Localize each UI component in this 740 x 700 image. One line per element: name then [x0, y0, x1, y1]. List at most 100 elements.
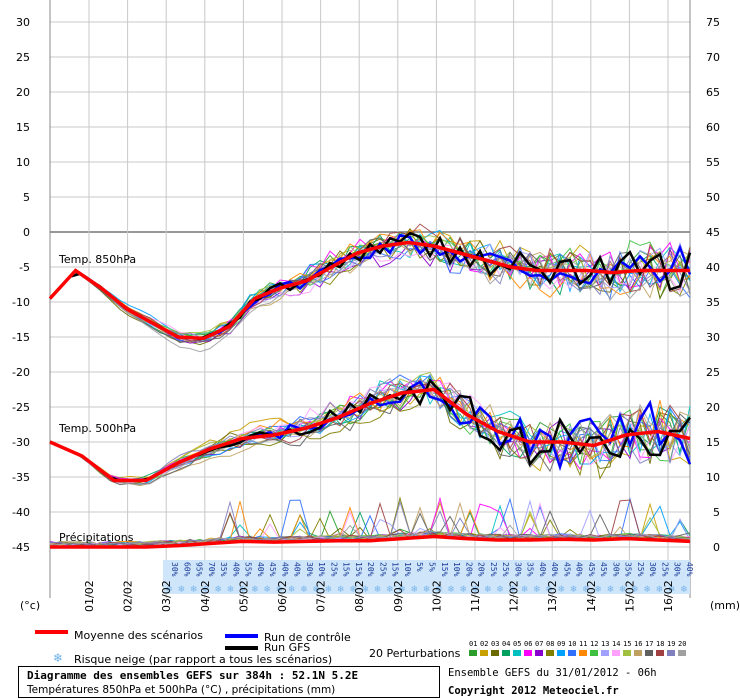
right-tick-label: 5	[713, 506, 720, 519]
right-tick-label: 75	[706, 16, 720, 29]
annotation-t500: Temp. 500hPa	[58, 422, 136, 435]
left-tick-label: -45	[12, 541, 30, 554]
snow-risk-pct: 40%	[293, 562, 302, 577]
annotation-precip: Précipitations	[59, 531, 134, 544]
left-tick-label: 10	[16, 156, 30, 169]
perturbation-swatch	[590, 650, 598, 656]
x-date-label: 03/02	[160, 580, 173, 612]
right-tick-label: 45	[706, 226, 720, 239]
snow-risk-pct: 30%	[513, 562, 522, 577]
chart-title: Diagramme des ensembles GEFS sur 384h : …	[27, 669, 359, 682]
left-tick-label: 30	[16, 16, 30, 29]
x-date-label: 07/02	[315, 580, 328, 612]
snowflake-icon: ❄	[594, 585, 602, 595]
perturbation-swatch	[469, 650, 477, 656]
snowflake-icon: ❄	[656, 585, 664, 595]
left-tick-label: 5	[23, 191, 30, 204]
snow-risk-pct: 15%	[342, 562, 351, 577]
snowflake-icon: ❄	[386, 585, 394, 595]
snowflake-icon: ❄	[214, 585, 222, 595]
perturbation-swatch	[535, 650, 543, 656]
snowflake-icon: ❄	[190, 585, 198, 595]
main-series	[48, 231, 692, 549]
x-date-label: 09/02	[392, 580, 405, 612]
snow-risk-pct: 20%	[464, 562, 473, 577]
left-axis: 30 25 20 15 10 5 0 -5 -10 -15 -20 -25 -30 -35 -40 -45	[12, 16, 30, 554]
snowflake-icon: ❄	[423, 585, 431, 595]
perturbation-swatch	[634, 650, 642, 656]
snow-risk-pct: 25%	[489, 562, 498, 577]
left-tick-label: -15	[12, 331, 30, 344]
right-tick-label: 60	[706, 121, 720, 134]
perturbation-swatch	[557, 650, 565, 656]
snowflake-icon: ❄	[263, 585, 271, 595]
x-date-label: 14/02	[585, 580, 598, 612]
snow-risk-pct: 40%	[231, 562, 240, 577]
left-tick-label: -40	[12, 506, 30, 519]
snowflake-icon: ❄	[374, 585, 382, 595]
snowflake-icon: ❄	[398, 585, 406, 595]
snow-risk-pct: 10%	[403, 562, 412, 577]
snowflake-icon: ❄	[643, 585, 651, 595]
snow-risk-pct: 95%	[195, 562, 204, 577]
right-unit-label: (mm)	[710, 599, 740, 612]
left-tick-label: 0	[23, 226, 30, 239]
snow-risk-pct: 45%	[599, 562, 608, 577]
right-tick-label: 20	[706, 401, 720, 414]
snow-risk-pct: 30%	[611, 562, 620, 577]
perturbation-number: 16	[634, 640, 643, 648]
x-date-label: 02/02	[122, 580, 135, 612]
snowflake-icon: ❄	[582, 585, 590, 595]
snowflake-icon: ❄	[447, 585, 455, 595]
right-tick-label: 55	[706, 156, 720, 169]
left-unit-label: (°c)	[20, 599, 40, 612]
x-date-label: 16/02	[662, 580, 675, 612]
right-tick-label: 25	[706, 366, 720, 379]
snowflake-icon: ❄	[680, 585, 688, 595]
snowflake-icon: ❄	[521, 585, 529, 595]
perturbation-number: 20	[678, 640, 687, 648]
right-tick-label: 50	[706, 191, 720, 204]
mean-t850-line	[48, 240, 690, 341]
snowflake-icon: ❄	[558, 585, 566, 595]
perturbation-number: 13	[601, 640, 610, 648]
snowflake-icon: ❄	[312, 585, 320, 595]
x-date-label: 08/02	[353, 580, 366, 612]
annotation-t850: Temp. 850hPa	[58, 253, 136, 266]
right-tick-label: 65	[706, 86, 720, 99]
legend-mean-label: Moyenne des scénarios	[74, 629, 203, 642]
snow-risk-pct: 25%	[660, 562, 669, 577]
perturbation-number: 10	[568, 640, 577, 648]
snow-risk-pct: 40%	[280, 562, 289, 577]
perturbation-number: 05	[513, 640, 522, 648]
left-tick-label: 20	[16, 86, 30, 99]
perturbation-swatch	[623, 650, 631, 656]
snow-risk-pct: 30%	[648, 562, 657, 577]
perturbation-swatch	[656, 650, 664, 656]
right-tick-label: 0	[713, 541, 720, 554]
snowflake-icon: ❄	[53, 651, 64, 665]
snowflake-icon: ❄	[533, 585, 541, 595]
snow-risk-pct: 30%	[170, 562, 179, 577]
snow-risk-pct: 20%	[477, 562, 486, 577]
x-date-label: 13/02	[546, 580, 559, 612]
chart-subtitle: Températures 850hPa et 500hPa (°C) , pré…	[27, 684, 336, 696]
member-line	[49, 524, 691, 548]
grid	[49, 0, 691, 598]
perturbation-number: 17	[645, 640, 654, 648]
snowflake-icon: ❄	[668, 585, 676, 595]
mean-precip-line	[50, 534, 691, 549]
left-tick-label: -20	[12, 366, 30, 379]
snowflake-icon: ❄	[619, 585, 627, 595]
perturbation-number: 03	[491, 640, 500, 648]
legend-gfs-label: Run GFS	[264, 641, 311, 654]
snow-risk-row: 30% ❄ 60% ❄ 95% ❄ 70% ❄ 35% ❄ 40% ❄ 55% ❄ 40% ❄ 45% ❄ 40% ❄…	[163, 560, 694, 595]
snow-risk-pct: 35%	[526, 562, 535, 577]
perturbation-number: 04	[502, 640, 511, 648]
left-tick-label: -10	[12, 296, 30, 309]
right-tick-label: 70	[706, 51, 720, 64]
left-tick-label: 15	[16, 121, 30, 134]
snow-risk-pct: 40%	[685, 562, 694, 577]
snow-risk-pct: 25%	[636, 562, 645, 577]
